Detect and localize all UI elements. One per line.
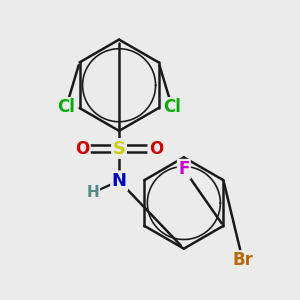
Text: S: S bbox=[112, 140, 126, 158]
Text: Cl: Cl bbox=[57, 98, 75, 116]
Text: F: F bbox=[178, 160, 190, 178]
Text: Br: Br bbox=[232, 251, 253, 269]
Text: Cl: Cl bbox=[163, 98, 181, 116]
Text: O: O bbox=[149, 140, 163, 158]
Text: N: N bbox=[112, 172, 127, 190]
Text: H: H bbox=[86, 185, 99, 200]
Text: O: O bbox=[75, 140, 89, 158]
